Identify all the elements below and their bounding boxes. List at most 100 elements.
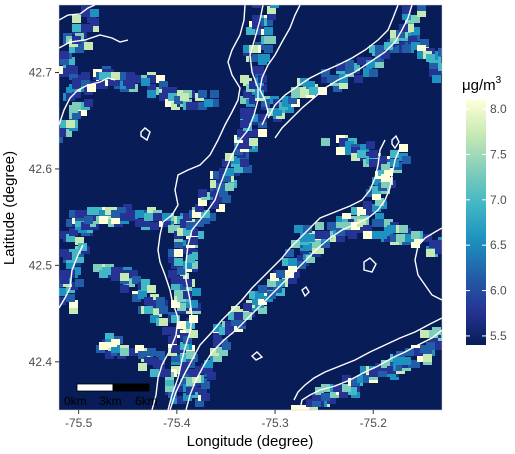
concentration-cell: [369, 69, 378, 77]
concentration-cell: [225, 183, 234, 191]
concentration-cell: [66, 120, 75, 128]
concentration-cell: [432, 240, 441, 248]
scale-bar-segment-white: [77, 384, 113, 391]
y-axis-title: Latitude (degree): [1, 151, 18, 265]
scale-label-3: 3km: [99, 394, 122, 408]
colorbar: [466, 100, 486, 345]
concentration-cell: [132, 75, 141, 83]
y-axis: 42.4 42.5 42.6 42.7: [29, 66, 59, 369]
concentration-cell: [354, 75, 363, 83]
x-tick-label: -75.5: [65, 416, 93, 430]
concentration-cell: [303, 234, 312, 242]
concentration-cell: [72, 24, 81, 32]
scale-bar-segment-black: [113, 384, 149, 391]
concentration-cell: [72, 102, 81, 110]
legend-tick-label: 7.0: [490, 193, 507, 207]
concentration-cell: [150, 369, 159, 377]
concentration-cell: [252, 0, 261, 8]
concentration-cell: [417, 3, 426, 11]
concentration-cell: [441, 57, 450, 65]
concentration-cell: [192, 288, 201, 296]
y-tick-label: 42.5: [29, 258, 53, 272]
concentration-cell: [204, 99, 213, 107]
legend-tick-label: 8.0: [490, 102, 507, 116]
concentration-cell: [144, 213, 153, 221]
concentration-cell: [57, 288, 66, 296]
y-tick-label: 42.6: [29, 162, 53, 176]
concentration-cell: [144, 306, 153, 314]
legend-tick-label: 6.0: [490, 284, 507, 298]
colorbar-legend: μg/m3 8.0 7.5 7.0 6.5 6.0 5.5: [462, 75, 507, 345]
concentration-cell: [426, 249, 435, 257]
concentration-cell: [378, 231, 387, 239]
concentration-cell: [369, 150, 378, 158]
concentration-cell: [222, 342, 231, 350]
concentration-cell: [438, 48, 447, 56]
concentration-cell: [120, 285, 129, 293]
concentration-cell: [369, 159, 378, 167]
concentration-cell: [84, 24, 93, 32]
concentration-cell: [336, 147, 345, 155]
concentration-cell: [162, 327, 171, 335]
concentration-cell: [258, 54, 267, 62]
concentration-cell: [375, 45, 384, 53]
concentration-cell: [432, 75, 441, 83]
concentration-cell: [147, 348, 156, 356]
concentration-cell: [138, 363, 147, 371]
x-axis: -75.5 -75.4 -75.3 -75.2: [65, 410, 387, 430]
concentration-cell: [258, 285, 267, 293]
concentration-cell: [180, 93, 189, 101]
concentration-cell: [183, 291, 192, 299]
concentration-cell: [375, 219, 384, 227]
concentration-cell: [234, 312, 243, 320]
concentration-cell: [84, 99, 93, 107]
legend-title: μg/m3: [462, 75, 502, 94]
concentration-cell: [402, 45, 411, 53]
scale-bar: 0km 3km 6km: [64, 384, 158, 408]
concentration-cell: [303, 225, 312, 233]
scale-label-6: 6km: [135, 394, 158, 408]
legend-tick-label: 7.5: [490, 147, 507, 161]
concentration-cell: [162, 369, 171, 377]
concentration-cell: [387, 225, 396, 233]
concentration-cell: [189, 315, 198, 323]
concentration-cell: [363, 201, 372, 209]
concentration-cell: [126, 213, 135, 221]
concentration-cell: [75, 210, 84, 218]
concentration-cell: [174, 249, 183, 257]
concentration-cell: [423, 354, 432, 362]
concentration-cell: [447, 75, 456, 83]
concentration-cell: [240, 108, 249, 116]
concentration-cell: [447, 69, 456, 77]
concentration-cell: [435, 342, 444, 350]
concentration-cell: [168, 270, 177, 278]
concentration-cell: [72, 15, 81, 23]
concentration-cell: [321, 138, 330, 146]
concentration-cell: [84, 42, 93, 50]
concentration-cell: [288, 258, 297, 266]
concentration-cell: [291, 240, 300, 248]
concentration-cell: [441, 57, 450, 65]
concentration-cell: [90, 9, 99, 17]
concentration-cell: [399, 225, 408, 233]
concentration-cell: [381, 174, 390, 182]
x-tick-label: -75.2: [360, 416, 388, 430]
concentration-cell: [66, 270, 75, 278]
concentration-cell: [396, 234, 405, 242]
y-tick-label: 42.4: [29, 355, 53, 369]
concentration-cell: [249, 138, 258, 146]
legend-tick-label: 5.5: [490, 329, 507, 343]
concentration-cell: [447, 333, 456, 341]
concentration-cell: [120, 273, 129, 281]
concentration-cell: [153, 213, 162, 221]
concentration-cell: [177, 321, 186, 329]
concentration-cell: [240, 159, 249, 167]
concentration-cell: [75, 279, 84, 287]
concentration-cell: [315, 222, 324, 230]
concentration-cell: [363, 231, 372, 239]
concentration-cell: [294, 225, 303, 233]
concentration-cell: [258, 129, 267, 137]
concentration-cell: [441, 66, 450, 74]
concentration-cell: [270, 0, 279, 8]
